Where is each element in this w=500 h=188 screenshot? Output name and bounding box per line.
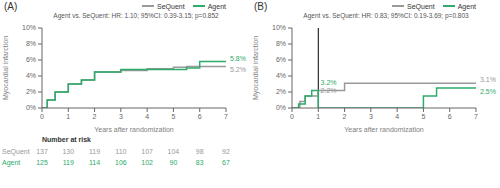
svg-text:1: 1 <box>66 113 70 120</box>
html-text:Number at risk: Number at risk <box>42 136 91 143</box>
svg-text:4: 4 <box>145 113 149 120</box>
html-text:SeQuent: SeQuent <box>157 2 185 10</box>
svg-text:6%: 6% <box>276 56 286 63</box>
html-text:130: 130 <box>62 148 75 155</box>
html-text:Agent: Agent <box>457 2 476 10</box>
html-text:106: 106 <box>115 159 127 166</box>
svg-text:6%: 6% <box>26 56 36 63</box>
svg-text:2: 2 <box>343 113 347 120</box>
html-text:(B): (B) <box>254 0 268 12</box>
html-text:125: 125 <box>36 159 48 166</box>
html-text:Agent: Agent <box>207 2 226 10</box>
svg-text:2%: 2% <box>276 88 286 95</box>
svg-text:1: 1 <box>316 113 320 120</box>
html-text:104: 104 <box>167 148 180 155</box>
html-text:Agent: Agent <box>2 159 21 166</box>
svg-text:2.5%: 2.5% <box>480 88 492 95</box>
svg-text:5.8%: 5.8% <box>230 55 246 62</box>
svg-text:6: 6 <box>448 113 452 120</box>
svg-text:0%: 0% <box>26 104 36 111</box>
svg-text:6: 6 <box>198 113 202 120</box>
html-text:110: 110 <box>115 148 127 155</box>
html-text:(A): (A) <box>4 0 18 12</box>
svg-text:10%: 10% <box>22 24 36 31</box>
svg-text:3: 3 <box>369 113 373 120</box>
svg-text:8%: 8% <box>26 40 36 47</box>
svg-text:7: 7 <box>224 113 228 120</box>
svg-text:2%: 2% <box>26 88 36 95</box>
html-text:SeQuent: SeQuent <box>2 148 30 155</box>
svg-text:4: 4 <box>395 113 399 120</box>
svg-text:Myocardial infarction: Myocardial infarction <box>252 36 260 100</box>
svg-text:0: 0 <box>40 113 44 120</box>
svg-text:5.2%: 5.2% <box>230 66 246 73</box>
svg-text:2: 2 <box>93 113 97 120</box>
svg-text:3: 3 <box>119 113 123 120</box>
html-text:137: 137 <box>36 148 48 155</box>
html-text:107: 107 <box>141 148 153 155</box>
svg-text:5: 5 <box>171 113 175 120</box>
html-text:98: 98 <box>195 148 204 155</box>
html-text:119: 119 <box>89 148 101 155</box>
html-text:83: 83 <box>195 159 204 166</box>
html-text:119: 119 <box>62 159 74 166</box>
html-text:67: 67 <box>222 159 230 166</box>
svg-text:3.1%: 3.1% <box>480 76 492 83</box>
svg-text:5: 5 <box>421 113 425 120</box>
html-text:Agent vs. SeQuent: HR: 0.83; 9: Agent vs. SeQuent: HR: 0.83; 95%CI: 0.19… <box>303 12 469 19</box>
svg-text:0: 0 <box>290 113 294 120</box>
svg-text:10%: 10% <box>272 24 286 31</box>
svg-text:Myocardial infarction: Myocardial infarction <box>8 36 10 100</box>
html-text:Agent vs. SeQuent: HR: 1.10; 9: Agent vs. SeQuent: HR: 1.10; 95%CI: 0.39… <box>53 12 219 19</box>
svg-text:Years after randomization: Years after randomization <box>94 126 174 133</box>
svg-text:Years after randomization: Years after randomization <box>344 126 424 133</box>
svg-text:3.2%: 3.2% <box>321 79 337 86</box>
svg-text:4%: 4% <box>26 72 36 79</box>
svg-text:0%: 0% <box>276 104 286 111</box>
html-text:92: 92 <box>222 148 230 155</box>
svg-text:4%: 4% <box>276 72 286 79</box>
html-text:114: 114 <box>89 159 101 166</box>
svg-text:7: 7 <box>474 113 478 120</box>
html-text:102: 102 <box>141 159 153 166</box>
html-text:90: 90 <box>169 159 178 166</box>
svg-text:2.2%: 2.2% <box>321 87 337 94</box>
svg-text:8%: 8% <box>276 40 286 47</box>
html-text:SeQuent: SeQuent <box>407 2 435 10</box>
